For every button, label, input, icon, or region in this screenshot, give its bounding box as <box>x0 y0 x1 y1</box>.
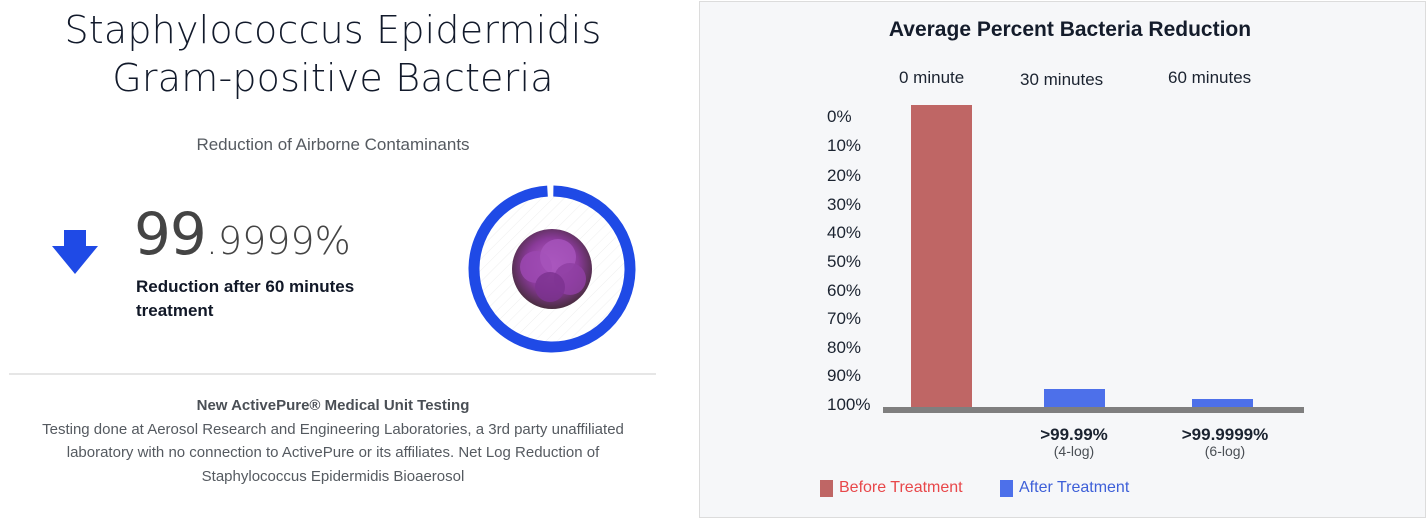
reduction-stat: 99.9999% <box>134 200 351 268</box>
bar-log: (4-log) <box>1053 443 1095 459</box>
column-header-0: 0 minute <box>899 68 965 87</box>
bar-value: >99.9999% <box>1181 425 1269 444</box>
footnote: New ActivePure® Medical Unit Testing Tes… <box>0 394 666 488</box>
bar-after-treatment-60min <box>1192 399 1253 408</box>
page-title: Staphylococcus Epidermidis Gram-positive… <box>0 6 666 102</box>
legend-label: Before Treatment <box>839 479 963 496</box>
bar-after-treatment-30min <box>1044 389 1105 408</box>
bar-value: >99.99% <box>1040 425 1108 444</box>
bar-before-treatment-0min <box>911 105 972 408</box>
legend-swatch <box>820 479 833 497</box>
column-header-30: 30 minutes <box>1020 70 1104 89</box>
title-line-1: Staphylococcus Epidermidis <box>64 8 602 52</box>
y-tick: 50% <box>827 252 862 271</box>
divider <box>9 373 656 375</box>
column-header-60: 60 minutes <box>1168 68 1252 87</box>
chart-panel: Average Percent Bacteria Reduction 0 min… <box>699 1 1426 518</box>
stat-panel: Staphylococcus Epidermidis Gram-positive… <box>0 0 666 520</box>
bacteria-image <box>512 229 592 309</box>
legend-item-after: After Treatment <box>1000 479 1129 497</box>
stat-integer: 99 <box>134 200 207 268</box>
chart-title: Average Percent Bacteria Reduction <box>888 18 1252 41</box>
y-tick: 10% <box>827 136 862 155</box>
bar-label-30min: >99.99% (4-log) <box>1004 425 1144 459</box>
y-tick: 100% <box>827 395 871 414</box>
subtitle: Reduction of Airborne Contaminants <box>196 135 470 154</box>
stat-caption: Reduction after 60 minutes treatment <box>136 277 355 320</box>
y-tick: 90% <box>827 366 862 385</box>
y-tick: 30% <box>827 195 862 214</box>
y-tick: 70% <box>827 309 862 328</box>
y-tick: 20% <box>827 166 862 185</box>
legend-item-before: Before Treatment <box>820 479 963 497</box>
x-axis-baseline <box>883 407 1304 413</box>
arrow-down-icon <box>52 230 98 274</box>
y-tick: 60% <box>827 281 862 300</box>
footnote-heading: New ActivePure® Medical Unit Testing <box>196 397 470 414</box>
stat-decimal: .9999% <box>205 219 351 263</box>
legend-label: After Treatment <box>1019 479 1130 496</box>
footnote-text: Testing done at Aerosol Research and Eng… <box>42 420 624 485</box>
y-tick: 40% <box>827 223 862 242</box>
title-line-2: Gram-positive Bacteria <box>112 56 554 100</box>
bar-log: (6-log) <box>1204 443 1246 459</box>
y-tick: 0% <box>827 107 852 126</box>
y-tick: 80% <box>827 338 862 357</box>
legend-swatch <box>1000 479 1013 497</box>
bar-label-60min: >99.9999% (6-log) <box>1155 425 1295 459</box>
progress-ring <box>468 185 636 353</box>
